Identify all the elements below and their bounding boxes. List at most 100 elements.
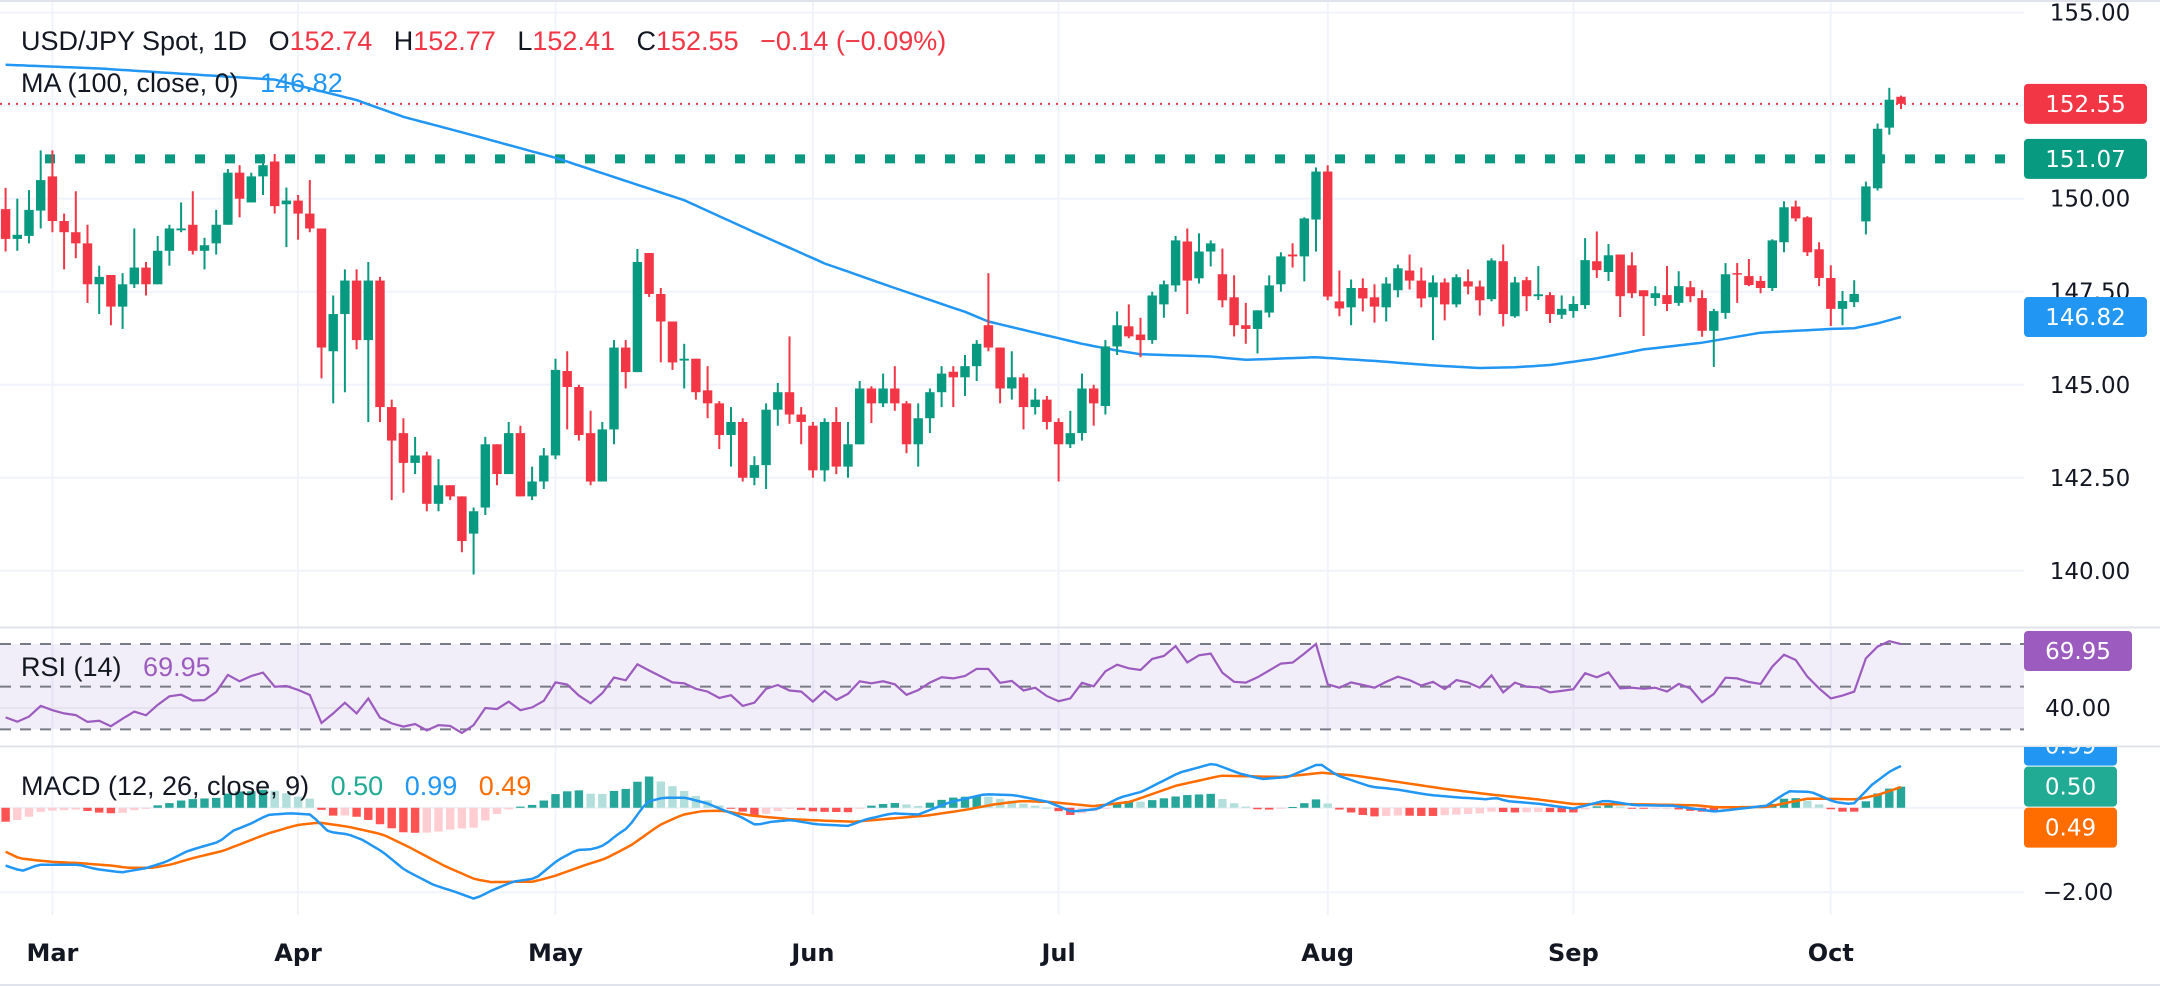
macd-histogram-bar <box>1405 807 1414 816</box>
candle-body <box>1112 325 1122 347</box>
candle-body <box>925 392 935 419</box>
candle-body <box>129 267 139 285</box>
candle-body <box>1896 96 1906 104</box>
candle-body <box>1662 295 1672 305</box>
macd-histogram-bar <box>644 776 654 808</box>
candle-body <box>1065 433 1075 445</box>
candle-down <box>831 407 841 475</box>
candle-body <box>550 369 561 456</box>
candle-up <box>153 235 163 285</box>
macd-histogram-bar <box>1206 793 1215 808</box>
candle-down <box>59 213 69 270</box>
candle-up <box>1299 217 1309 282</box>
candle-down <box>691 358 701 400</box>
time-axis[interactable]: Mar Apr May Jun Jul Aug Sep Oct <box>26 939 1853 967</box>
macd-histogram-bar <box>984 796 993 808</box>
candle-down <box>866 386 877 424</box>
macd-histogram-bar <box>586 793 595 808</box>
candle-body <box>1404 270 1415 281</box>
candle-body <box>843 444 853 467</box>
candle-down <box>445 485 455 501</box>
candle-body <box>808 425 818 471</box>
macd-histogram-bar <box>1885 788 1894 808</box>
candle-down <box>1463 269 1473 295</box>
candle-up <box>1557 295 1567 319</box>
rsi-axis[interactable]: 40.00 69.95 <box>2024 631 2132 722</box>
candle-body <box>305 213 315 229</box>
macd-histogram-bar <box>1393 807 1403 816</box>
candle-up <box>1849 280 1859 307</box>
candle-up <box>1533 266 1543 300</box>
ma-legend[interactable]: MA (100, close, 0) 146.82 <box>21 67 343 99</box>
candle-down <box>995 347 1005 404</box>
symbol-legend[interactable]: USD/JPY Spot, 1D O152.74 H152.77 L152.41… <box>21 25 946 57</box>
candle-down <box>1662 266 1672 312</box>
candle-body <box>1545 295 1555 315</box>
macd-histogram-bar <box>317 807 326 810</box>
change-value: −0.14 (−0.09%) <box>760 26 947 56</box>
candle-down <box>1592 231 1602 278</box>
macd-histogram-bar <box>1616 806 1625 808</box>
macd-histogram-bar <box>329 807 338 816</box>
candle-up <box>328 295 338 404</box>
candle-body <box>47 176 58 222</box>
candle-body <box>632 261 643 373</box>
candle-body <box>656 293 666 322</box>
candle-up <box>679 343 689 389</box>
candle-body <box>679 358 689 361</box>
candle-body <box>94 276 104 285</box>
candle-up <box>468 507 479 575</box>
candle-up <box>281 187 292 248</box>
macd-histogram-bar <box>153 805 162 808</box>
candle-up <box>1428 275 1438 341</box>
macd-histogram-bar <box>551 794 560 808</box>
candle-body <box>1849 293 1859 303</box>
ma100-line <box>5 63 1902 370</box>
candle-up <box>504 421 514 475</box>
macd-histogram-bar <box>1522 807 1531 813</box>
candle-body <box>1159 284 1169 305</box>
macd-histogram-bar <box>446 807 455 830</box>
candle-down <box>305 180 315 233</box>
macd-histogram-bar <box>1218 799 1227 808</box>
histogram-value-label-bg <box>2024 766 2117 807</box>
macd-histogram-bar <box>1183 795 1192 808</box>
macd-histogram-bar <box>715 805 724 808</box>
candle-body <box>1650 293 1660 299</box>
candle-body <box>773 392 783 410</box>
macd-histogram-bar <box>1007 800 1016 808</box>
macd-histogram-bar <box>609 790 619 808</box>
high-value: 152.77 <box>413 26 496 56</box>
macd-histogram-bar <box>1499 807 1508 813</box>
candle-body <box>866 388 877 404</box>
macd-histogram-bar <box>1803 800 1812 808</box>
low-label: L <box>517 26 533 56</box>
candle-up <box>1065 410 1075 449</box>
macd-histogram-bar <box>1475 807 1484 814</box>
price-axis[interactable]: 155.00150.00147.50145.00142.50140.00152.… <box>2024 1 2147 585</box>
candle-body <box>1720 274 1731 313</box>
macd-histogram-bar <box>1896 786 1906 808</box>
macd-histogram-bar <box>504 807 513 810</box>
rsi-legend[interactable]: RSI (14) 69.95 <box>21 651 211 683</box>
candle-body <box>644 253 654 294</box>
macd-legend[interactable]: MACD (12, 26, close, 9) 0.50 0.99 0.49 <box>21 770 531 802</box>
macd-histogram-bar <box>972 796 981 808</box>
candle-body <box>24 209 34 236</box>
candle-body <box>433 485 444 504</box>
candle-down <box>1685 280 1696 303</box>
candle-down <box>1896 95 1906 110</box>
low-value: 152.41 <box>532 26 615 56</box>
candle-down <box>1182 228 1192 315</box>
candle-body <box>410 455 420 463</box>
macd-histogram-bar <box>832 807 841 813</box>
candle-up <box>843 421 853 478</box>
candle-up <box>1112 311 1122 355</box>
candle-body <box>819 421 830 471</box>
macd-axis[interactable]: −2.00 0.99 0.50 0.49 <box>2024 726 2117 907</box>
candle-up <box>773 382 783 426</box>
macd-histogram-bar <box>516 806 525 808</box>
ma-value-label: 146.82 <box>2024 297 2147 338</box>
signal-line <box>5 771 1902 884</box>
